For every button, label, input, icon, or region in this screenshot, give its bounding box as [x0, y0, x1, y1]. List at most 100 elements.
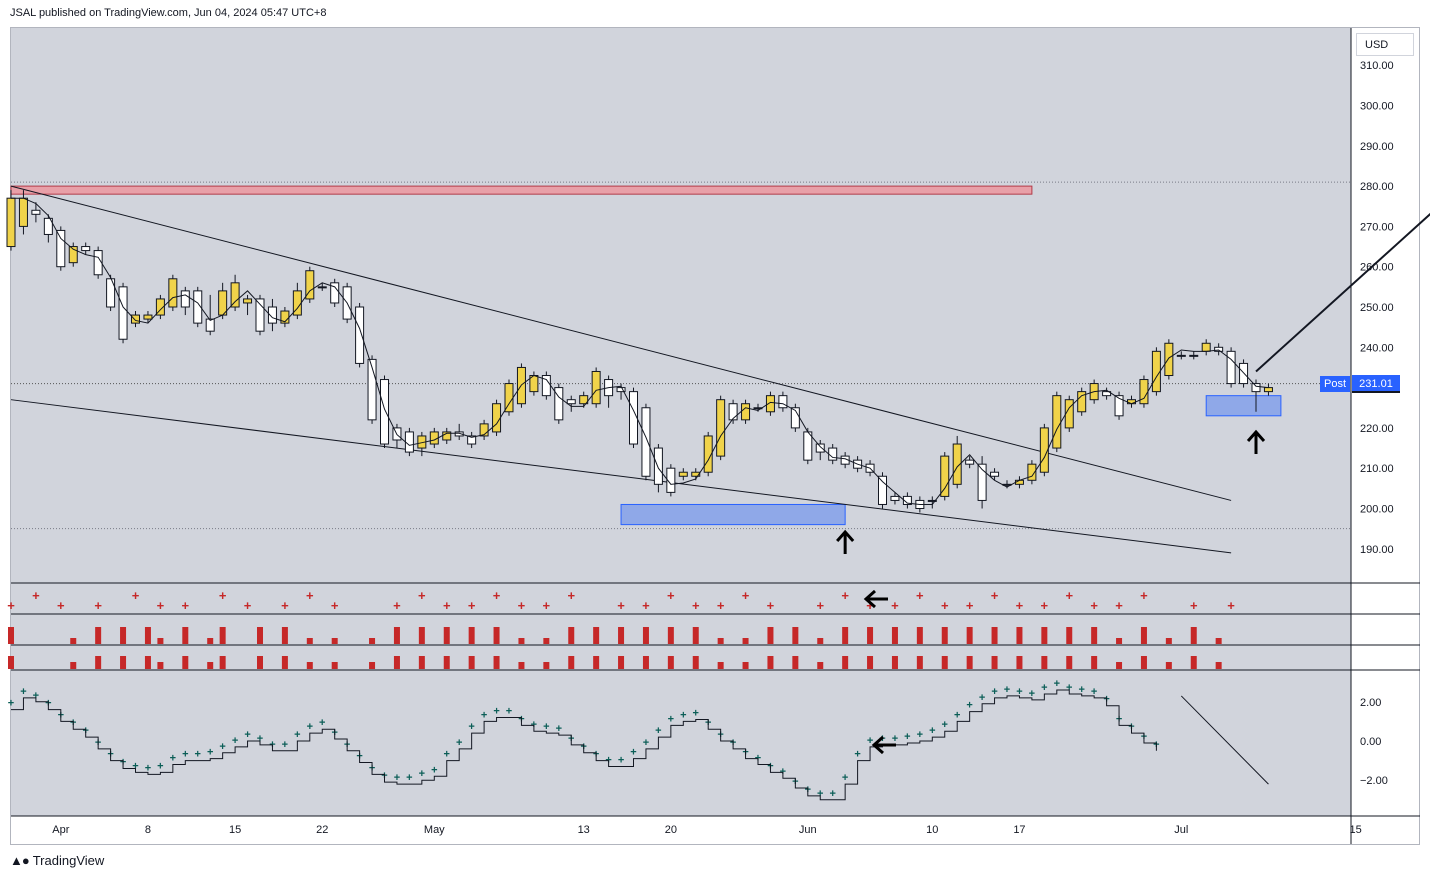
signal-bar-lower	[468, 656, 475, 669]
signal-bar-lower	[120, 656, 127, 669]
oscillator-point: +	[33, 690, 39, 702]
oscillator-point: +	[431, 764, 437, 776]
signal-marker: +	[667, 588, 675, 603]
candle-body	[467, 435, 477, 445]
candle-body	[93, 250, 103, 276]
oscillator-point: +	[1029, 688, 1035, 700]
oscillator-point: +	[979, 692, 985, 704]
oscillator-point: +	[170, 753, 176, 765]
currency-selector[interactable]: USD	[1356, 33, 1414, 56]
signal-marker: +	[916, 588, 924, 603]
candle-body	[479, 423, 489, 437]
candle-body	[18, 197, 28, 227]
signal-marker: +	[891, 598, 899, 613]
signal-marker: +	[1227, 598, 1235, 613]
signal-marker: +	[1140, 588, 1148, 603]
signal-marker: +	[816, 598, 824, 613]
candle-body	[741, 403, 751, 421]
oscillator-line	[11, 689, 1157, 801]
signal-bar-lower	[257, 656, 263, 669]
candle-body	[243, 298, 253, 304]
price-tick-label: 250.00	[1360, 302, 1394, 314]
candle-body	[641, 407, 651, 477]
candle-body	[1176, 354, 1186, 357]
signal-marker: +	[32, 588, 40, 603]
signal-bar-lower	[692, 656, 699, 669]
candle-body	[106, 278, 116, 308]
footer-brand[interactable]: ▲● TradingView	[10, 853, 104, 868]
signal-bar	[568, 627, 575, 644]
price-tick-label: 290.00	[1360, 141, 1394, 153]
oscillator-pane: + + + + + + + + + + + + + + + + + + + + + + + + + + + + + + + + + + + + + + + +…	[8, 678, 1269, 801]
signal-marker: +	[443, 598, 451, 613]
signal-marker: +	[692, 598, 700, 613]
signal-marker: +	[1016, 598, 1024, 613]
candle-body	[990, 471, 1000, 477]
signal-bar-lower-short	[742, 662, 749, 669]
oscillator-point: +	[132, 760, 138, 772]
signal-bar-lower	[219, 656, 226, 669]
candle-body	[118, 286, 128, 340]
oscillator-point: +	[1054, 678, 1060, 690]
signal-bar-lower-short	[817, 662, 824, 669]
signal-bar-lower-short	[1116, 662, 1123, 669]
signal-marker: +	[617, 598, 625, 613]
candle-body	[380, 379, 389, 445]
candle-body	[566, 399, 576, 405]
price-tick-label: 210.00	[1360, 463, 1394, 475]
candle-body	[591, 370, 601, 405]
signal-bar-lower-short	[306, 662, 313, 669]
oscillator-point: +	[929, 725, 935, 737]
post-market-label: Post	[1320, 376, 1350, 392]
signal-marker: +	[518, 598, 526, 613]
signal-panes: + + + + + + + + + + + + + + + + + + + + + + + + + + + + + + + + + + + + + + + +…	[7, 582, 1420, 671]
signal-bar	[1091, 627, 1098, 644]
candle-body	[629, 391, 638, 445]
candle-body	[703, 435, 713, 473]
candle-body	[1189, 354, 1199, 357]
plot-background	[11, 28, 1351, 816]
signal-bar-lower	[1016, 656, 1023, 669]
date-tick-label: 17	[1013, 824, 1025, 836]
candle-body	[1127, 399, 1136, 405]
oscillator-point: +	[157, 760, 163, 772]
signal-bar-lower-short	[207, 662, 214, 669]
candle-body	[1039, 427, 1049, 473]
signal-bar-short	[157, 638, 164, 644]
signal-bar-lower	[182, 656, 189, 669]
oscillator-point: +	[294, 729, 300, 741]
signal-bar	[792, 627, 799, 644]
date-tick-label: Jul	[1174, 824, 1188, 836]
signal-bar-lower	[792, 656, 799, 669]
lower-trendline	[10, 399, 1232, 554]
support-zone-1	[620, 503, 846, 526]
signal-marker: +	[866, 598, 874, 613]
publisher-header: JSAL published on TradingView.com, Jun 0…	[10, 7, 327, 19]
signal-bar	[1041, 627, 1048, 644]
last-price-label: 231.01	[1352, 375, 1400, 393]
candle-body	[155, 298, 165, 316]
oscillator-point: +	[282, 739, 288, 751]
oscillator-point: +	[904, 731, 910, 743]
signal-marker: +	[1090, 598, 1098, 613]
ma-polyline	[11, 197, 1269, 505]
signal-bar	[842, 627, 849, 644]
candle-body	[1164, 342, 1174, 377]
signal-bar	[867, 627, 874, 644]
oscillator-point: +	[618, 754, 624, 766]
price-tick-label: 220.00	[1360, 423, 1394, 435]
up-arrow-icon-1-head	[836, 529, 855, 542]
candle-body	[927, 499, 937, 502]
signal-bar	[966, 627, 973, 644]
candle-body	[778, 395, 788, 409]
date-tick-label: 20	[665, 824, 677, 836]
oscillator-point: +	[693, 707, 699, 719]
candle-body	[317, 286, 327, 289]
signal-bar	[8, 627, 14, 644]
candle-body	[131, 314, 140, 324]
signal-marker: +	[642, 598, 650, 613]
oscillator-trendline	[1180, 695, 1269, 785]
candle-body	[143, 314, 153, 320]
candle-body	[193, 290, 203, 324]
